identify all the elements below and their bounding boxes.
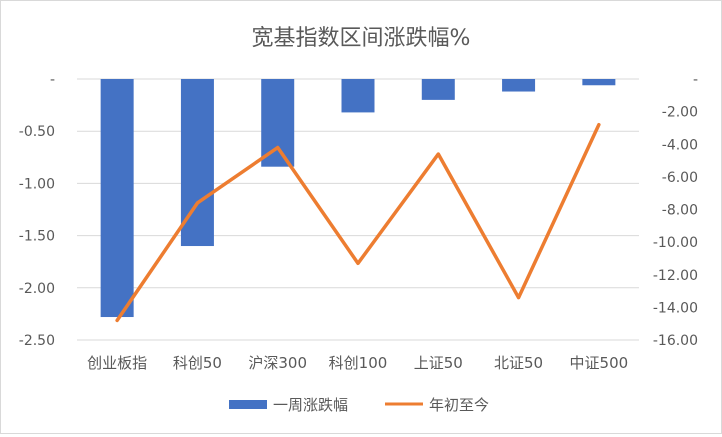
left-tick-label: -2.50 — [19, 333, 55, 349]
bar — [261, 79, 295, 167]
bar — [341, 79, 375, 113]
series-line — [115, 122, 601, 323]
legend-label-bar: 一周涨跌幅 — [273, 396, 348, 414]
left-tick-label: -0.50 — [19, 124, 55, 140]
gridlines — [77, 78, 639, 341]
right-tick-label: -4.00 — [662, 137, 698, 153]
legend: 一周涨跌幅 年初至今 — [229, 396, 489, 414]
category-label: 中证500 — [570, 354, 629, 372]
left-tick-label: -2.00 — [19, 281, 55, 297]
category-label: 创业板指 — [87, 354, 147, 372]
right-tick-label: -14.00 — [653, 300, 698, 316]
bar — [100, 79, 134, 318]
right-tick-label: -10.00 — [653, 235, 698, 251]
right-tick-label: -12.00 — [653, 268, 698, 284]
left-tick-label: -1.00 — [19, 176, 55, 192]
bar-series — [100, 79, 616, 318]
right-tick-label: -2.00 — [662, 105, 698, 121]
left-tick-label: - — [50, 72, 55, 88]
right-tick-label: -6.00 — [662, 170, 698, 186]
category-label: 沪深300 — [248, 354, 307, 372]
bar — [421, 79, 455, 100]
category-label: 北证50 — [494, 354, 543, 372]
category-label: 科创50 — [173, 354, 222, 372]
bar — [502, 79, 536, 92]
axis-labels: - -0.50 -1.00 -1.50 -2.00 -2.50 - -2.00 -4.00 -6.… — [19, 72, 698, 372]
legend-label-line: 年初至今 — [429, 396, 489, 414]
left-tick-label: -1.50 — [19, 229, 55, 245]
category-label: 科创100 — [329, 354, 388, 372]
right-tick-label: -16.00 — [653, 333, 698, 349]
chart-title: 宽基指数区间涨跌幅% — [252, 26, 471, 51]
right-tick-label: - — [693, 72, 698, 88]
category-label: 上证50 — [414, 354, 463, 372]
bar — [582, 79, 616, 86]
legend-swatch-bar — [229, 400, 267, 409]
line-series — [115, 122, 601, 323]
right-tick-label: -8.00 — [662, 203, 698, 219]
